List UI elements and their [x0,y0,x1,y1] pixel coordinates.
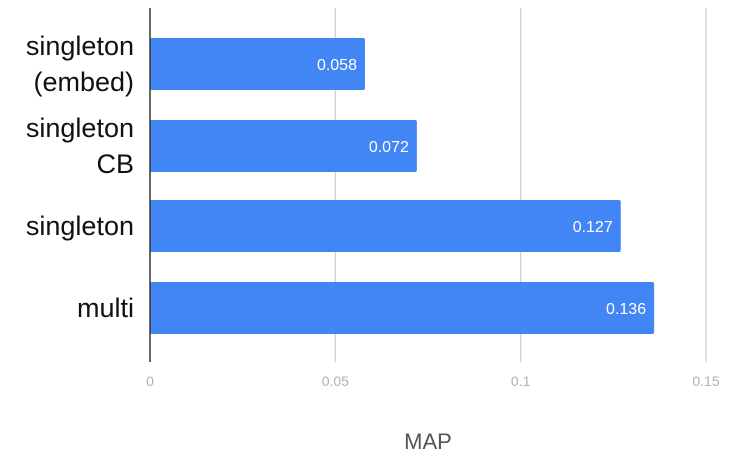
x-tick-label-3: 0.15 [692,373,719,389]
value-label-1: 0.072 [369,139,409,156]
x-tick-label-0: 0 [146,373,154,389]
value-labels: 0.058 0.072 0.127 0.136 [317,57,646,318]
x-tick-label-1: 0.05 [322,373,349,389]
x-tick-labels: 0 0.05 0.1 0.15 [146,373,720,389]
category-label-0-0: singleton [26,31,134,61]
x-tick-label-2: 0.1 [511,373,531,389]
bar-2 [150,200,621,252]
value-label-2: 0.127 [573,219,613,236]
bar-3 [150,282,654,334]
value-label-3: 0.136 [606,301,646,318]
x-axis-title: MAP [404,429,452,454]
category-label-1-0: singleton [26,113,134,143]
value-label-0: 0.058 [317,57,357,74]
category-label-0-1: (embed) [33,67,134,97]
bars [150,38,654,334]
category-labels: singleton (embed) singleton CB singleton mult… [26,31,134,323]
category-label-1-1: CB [96,149,134,179]
category-label-3-0: multi [77,293,134,323]
category-label-2-0: singleton [26,211,134,241]
